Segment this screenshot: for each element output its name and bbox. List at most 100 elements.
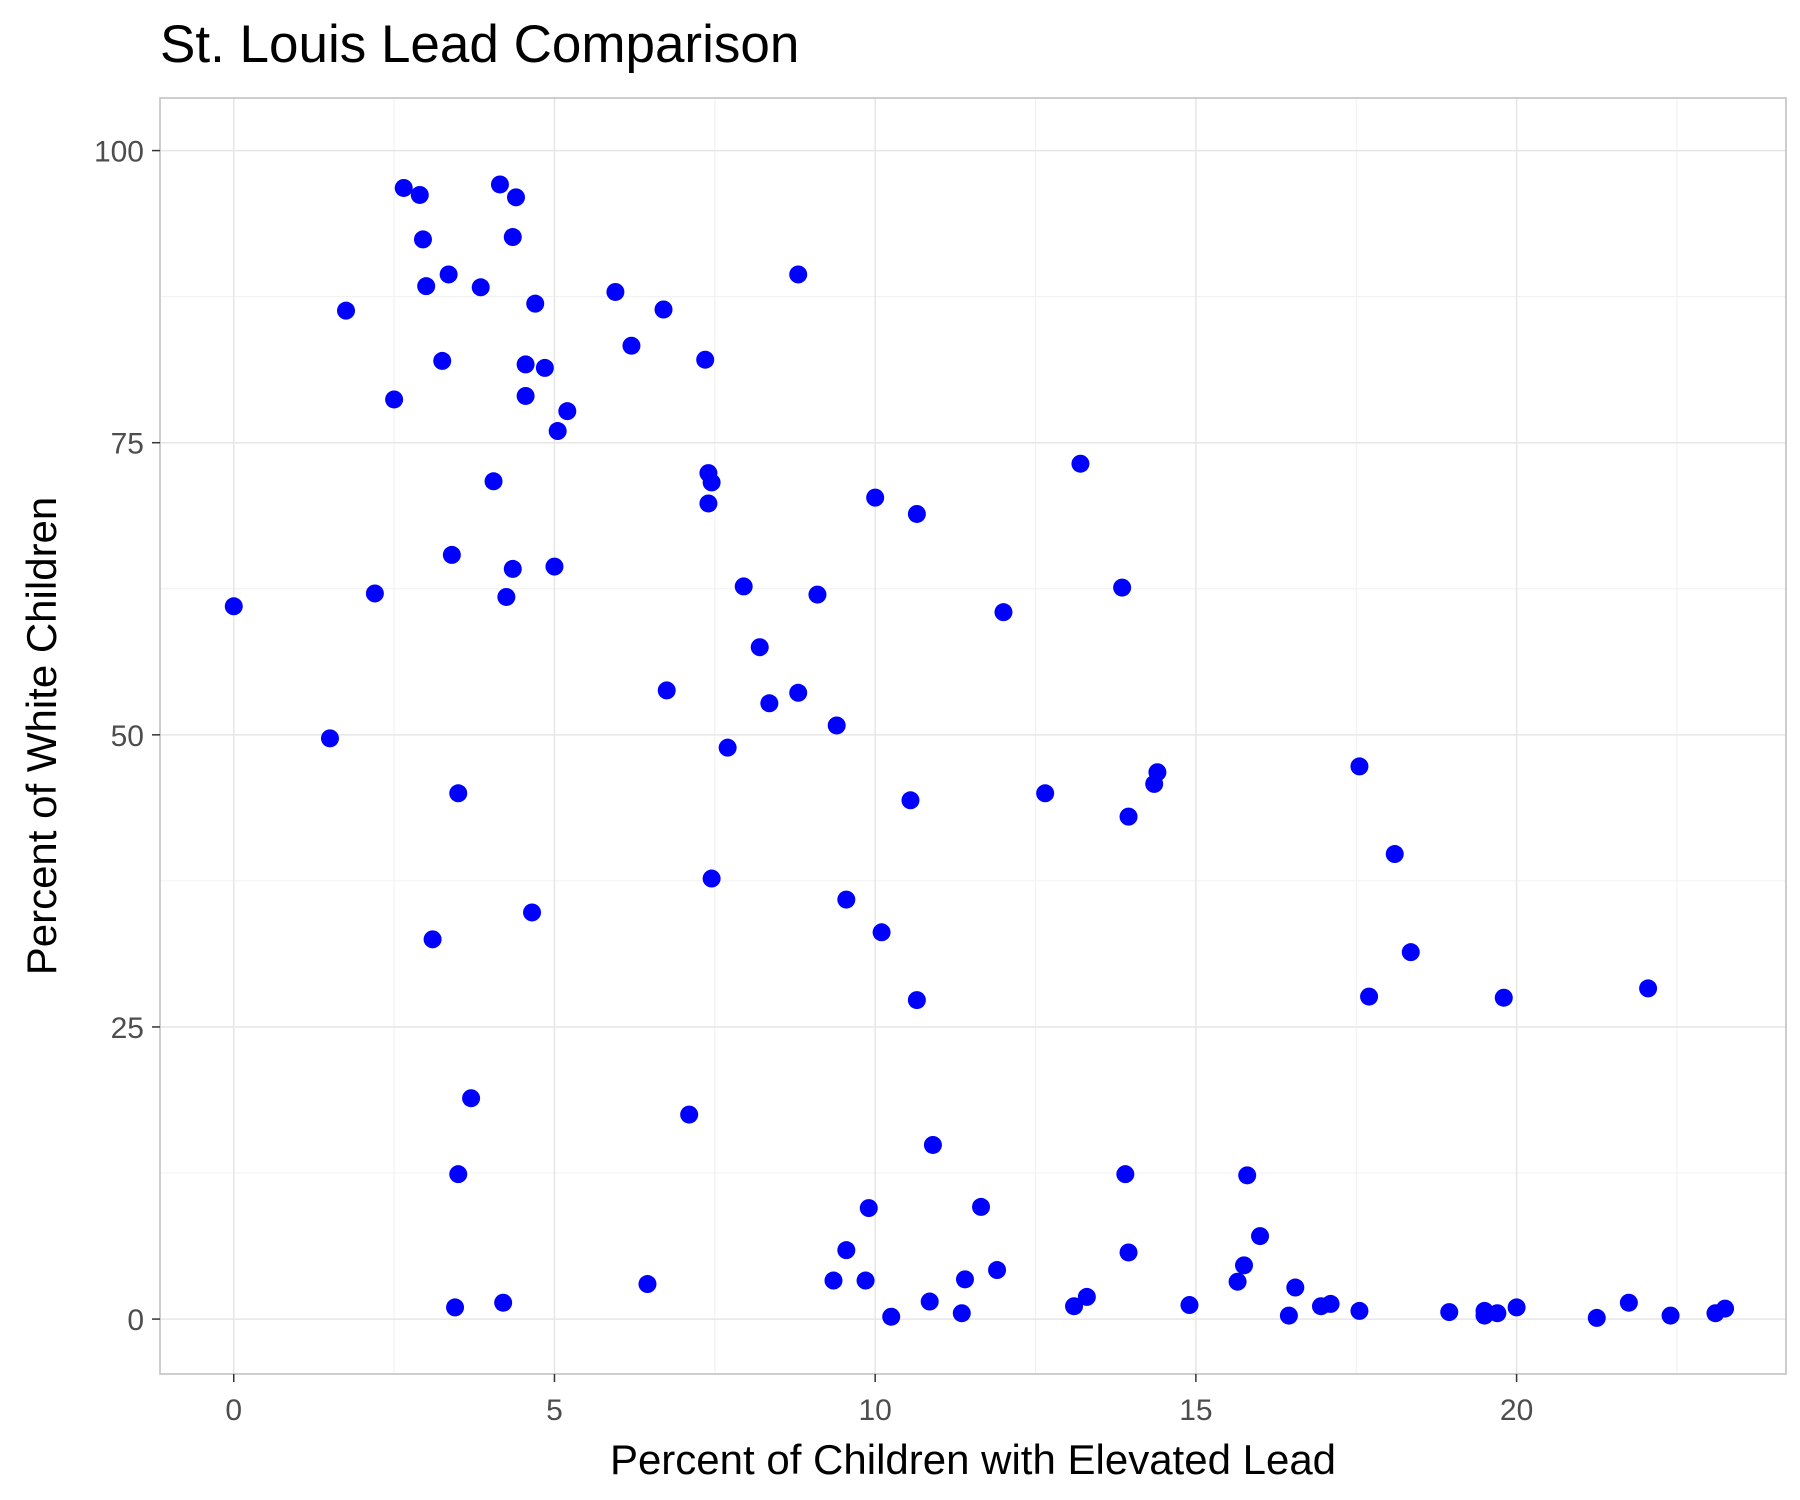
data-point <box>503 559 522 578</box>
data-point <box>423 930 442 949</box>
data-point <box>920 1292 939 1311</box>
data-point <box>490 175 509 194</box>
data-point <box>503 228 522 247</box>
y-axis-ticks: 0 25 50 75 100 <box>94 136 160 1337</box>
data-point <box>760 694 779 713</box>
data-point <box>1716 1299 1735 1318</box>
data-point <box>484 472 503 491</box>
data-point <box>702 473 721 492</box>
data-point <box>955 1270 974 1289</box>
plot-panel-border <box>159 97 1787 1375</box>
data-point <box>394 178 413 197</box>
data-point <box>901 791 920 810</box>
data-point <box>856 1271 875 1290</box>
data-point <box>1639 979 1658 998</box>
data-point <box>907 504 926 523</box>
y-tick-label: 25 <box>111 1012 144 1045</box>
data-point <box>1360 987 1379 1006</box>
data-point <box>1148 763 1167 782</box>
data-point <box>413 230 432 249</box>
data-point <box>1488 1304 1507 1323</box>
x-tick-label: 20 <box>1500 1394 1533 1427</box>
data-point <box>449 784 468 803</box>
data-point <box>439 265 458 284</box>
data-point <box>696 350 715 369</box>
data-point <box>1350 1301 1369 1320</box>
data-point <box>320 729 339 748</box>
data-point <box>734 577 753 596</box>
y-tick-label: 100 <box>94 136 144 169</box>
data-point <box>516 355 535 374</box>
data-point <box>1180 1296 1199 1315</box>
data-point <box>789 265 808 284</box>
data-point <box>1235 1256 1253 1275</box>
data-point <box>1440 1303 1459 1322</box>
data-point <box>657 681 676 700</box>
chart-title: St. Louis Lead Comparison <box>160 15 799 74</box>
data-point <box>1116 1165 1135 1184</box>
data-point <box>837 1241 856 1260</box>
data-point <box>548 422 567 441</box>
x-tick-label: 0 <box>225 1394 242 1427</box>
data-point <box>859 1199 878 1218</box>
y-tick-label: 50 <box>111 720 144 753</box>
x-axis-ticks: 0 5 10 15 20 <box>225 1374 1533 1427</box>
data-point <box>988 1261 1007 1280</box>
data-point <box>497 587 516 606</box>
data-point <box>462 1089 481 1108</box>
y-tick-label: 75 <box>111 428 144 461</box>
data-point <box>535 358 554 377</box>
data-point <box>417 277 436 296</box>
data-point <box>1286 1278 1305 1297</box>
data-point <box>1065 1297 1084 1316</box>
data-point <box>1507 1298 1526 1317</box>
data-point <box>526 294 545 313</box>
data-point <box>545 557 564 576</box>
data-point <box>1279 1306 1298 1325</box>
data-point <box>433 351 452 370</box>
data-point <box>516 386 535 405</box>
data-points <box>224 175 1735 1327</box>
data-point <box>1238 1166 1257 1185</box>
data-point <box>824 1271 843 1290</box>
data-point <box>1228 1272 1247 1291</box>
data-point <box>337 301 356 320</box>
data-point <box>224 597 243 616</box>
data-point <box>1113 578 1132 597</box>
minor-gridlines <box>160 98 1786 1374</box>
data-point <box>1071 454 1090 473</box>
data-point <box>606 282 625 301</box>
data-point <box>994 603 1013 622</box>
data-point <box>506 188 525 207</box>
data-point <box>446 1298 465 1317</box>
data-point <box>365 584 384 603</box>
data-point <box>494 1293 513 1312</box>
data-point <box>654 300 673 319</box>
x-tick-label: 5 <box>546 1394 563 1427</box>
data-point <box>622 336 641 355</box>
data-point <box>1401 943 1420 962</box>
data-point <box>449 1165 468 1184</box>
data-point <box>1385 845 1404 864</box>
data-point <box>789 683 808 702</box>
data-point <box>385 390 404 409</box>
data-point <box>808 585 827 604</box>
data-point <box>866 488 885 507</box>
data-point <box>410 185 429 204</box>
data-point <box>1119 1243 1138 1262</box>
data-point <box>1077 1287 1096 1306</box>
data-point <box>523 903 542 922</box>
data-point <box>827 716 846 735</box>
y-axis-title: Percent of White Children <box>18 497 65 976</box>
data-point <box>558 402 577 421</box>
major-gridlines <box>160 98 1786 1374</box>
data-point <box>1119 807 1138 826</box>
x-tick-label: 10 <box>858 1394 891 1427</box>
data-point <box>872 923 891 942</box>
data-point <box>442 545 461 564</box>
data-point <box>1494 988 1513 1007</box>
data-point <box>680 1105 699 1124</box>
data-point <box>1587 1308 1606 1327</box>
